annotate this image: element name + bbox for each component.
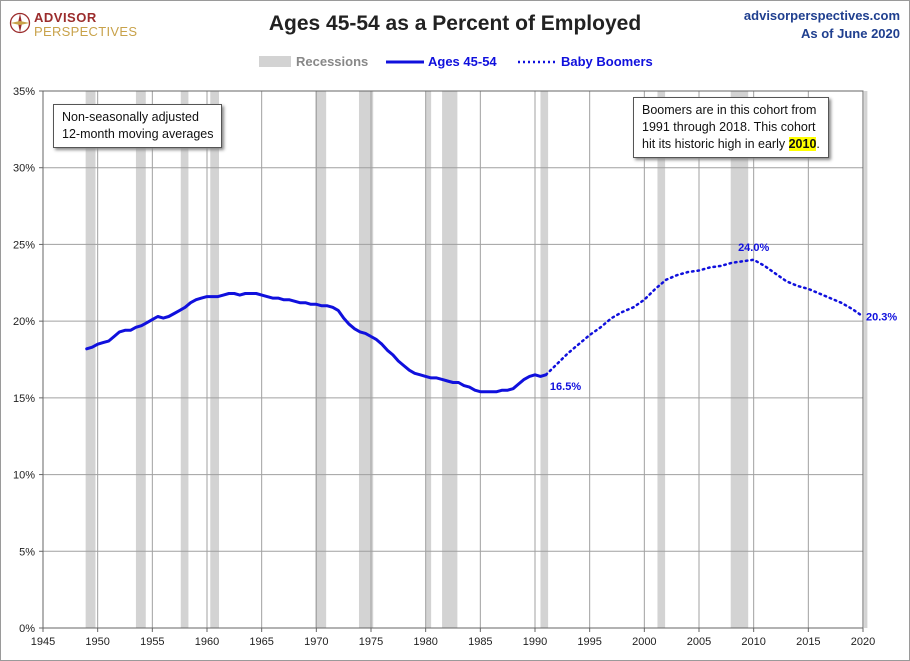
y-tick-label: 15% (13, 393, 35, 405)
y-tick-label: 10% (13, 470, 35, 482)
recession-band-4 (315, 91, 327, 628)
x-tick-label: 2000 (632, 636, 656, 648)
note-boomers-highlight-year: 2010 (788, 137, 817, 151)
note-boomers-line3-post: . (816, 137, 820, 151)
series-line-baby-boomers (544, 258, 865, 377)
note-boomers-line1: Boomers are in this cohort from (642, 103, 817, 117)
plot-area (42, 90, 864, 629)
note-methodology: Non-seasonally adjusted 12-month moving … (53, 104, 223, 148)
x-tick-label: 1975 (359, 636, 383, 648)
note-boomers-line3: hit its historic high in early 2010. (642, 136, 820, 153)
y-tick-label: 30% (13, 163, 35, 175)
y-tick-label: 35% (13, 86, 35, 98)
recession-band-10 (730, 91, 749, 628)
logo-line1: ADVISOR (34, 10, 97, 25)
x-tick-label: 1990 (523, 636, 547, 648)
x-tick-label: 1965 (249, 636, 273, 648)
x-tick-label: 1945 (31, 636, 55, 648)
chart-title: Ages 45-54 as a Percent of Employed (268, 12, 642, 35)
note-methodology-line2: 12-month moving averages (62, 127, 214, 141)
as-of-date: As of June 2020 (801, 26, 900, 41)
y-tick-label: 20% (13, 316, 35, 328)
recession-band-0 (85, 91, 96, 628)
data-label: 20.3% (866, 312, 897, 324)
series-line-ages-45-54 (85, 292, 548, 394)
x-tick-label: 1960 (195, 636, 219, 648)
legend-series-swatch (386, 60, 424, 64)
y-tick-label: 5% (19, 546, 35, 558)
x-tick-label: 2010 (741, 636, 765, 648)
x-tick-label: 1995 (577, 636, 601, 648)
x-tick-label: 2020 (851, 636, 875, 648)
recession-band-7 (442, 91, 458, 628)
logo-line2: PERSPECTIVES (34, 24, 138, 39)
recession-band-2 (180, 91, 189, 628)
recession-band-5 (358, 91, 374, 628)
data-label: 24.0% (738, 242, 769, 254)
x-tick-label: 2005 (687, 636, 711, 648)
x-tick-label: 2015 (796, 636, 820, 648)
legend-recessions: Recessions (296, 54, 369, 69)
recession-band-8 (540, 91, 549, 628)
site-name: advisorperspectives.com (743, 8, 900, 23)
y-tick-label: 25% (13, 239, 35, 251)
data-label: 16.5% (550, 381, 581, 393)
recession-band-1 (135, 91, 146, 628)
x-tick-label: 1950 (85, 636, 109, 648)
recession-band-9 (657, 91, 666, 628)
y-tick-label: 0% (19, 623, 35, 635)
note-boomers-line2: 1991 through 2018. This cohort (642, 120, 816, 134)
x-tick-label: 1955 (140, 636, 164, 648)
note-boomers-line3-pre: hit its historic high in early (642, 137, 789, 151)
x-tick-label: 1985 (468, 636, 492, 648)
note-methodology-line1: Non-seasonally adjusted (62, 110, 199, 124)
recession-band-3 (210, 91, 220, 628)
legend-ages-45-54: Ages 45-54 (428, 54, 497, 69)
legend-boomers-swatch (518, 60, 556, 64)
recession-band-6 (425, 91, 432, 628)
note-boomers: Boomers are in this cohort from 1991 thr… (633, 97, 829, 158)
x-tick-label: 1980 (413, 636, 437, 648)
legend-recession-swatch (259, 56, 291, 67)
recession-band-11 (864, 91, 868, 628)
legend: Recessions Ages 45-54 Baby Boomers (0, 54, 910, 70)
x-tick-label: 1970 (304, 636, 328, 648)
compass-icon (9, 12, 31, 34)
legend-baby-boomers: Baby Boomers (561, 54, 653, 69)
